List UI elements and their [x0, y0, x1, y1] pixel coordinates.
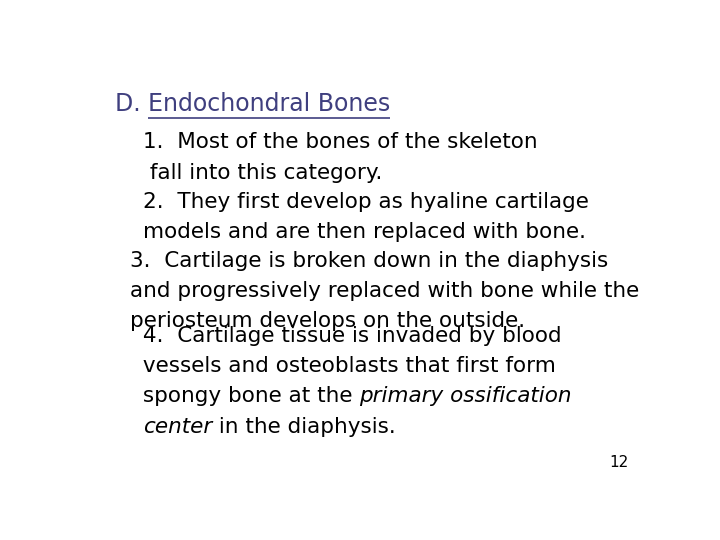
Text: spongy bone at the: spongy bone at the	[136, 386, 359, 406]
Text: 2.  They first develop as hyaline cartilage: 2. They first develop as hyaline cartila…	[143, 192, 589, 212]
Text: fall into this category.: fall into this category.	[143, 163, 382, 183]
Text: 3.  Cartilage is broken down in the diaphysis: 3. Cartilage is broken down in the diaph…	[130, 251, 608, 271]
Text: vessels and osteoblasts that first form: vessels and osteoblasts that first form	[136, 356, 556, 376]
Text: primary ossification: primary ossification	[359, 386, 572, 406]
Text: models and are then replaced with bone.: models and are then replaced with bone.	[143, 222, 586, 242]
Text: in the diaphysis.: in the diaphysis.	[212, 416, 395, 436]
Text: Endochondral Bones: Endochondral Bones	[148, 92, 390, 116]
Text: 12: 12	[609, 455, 629, 470]
Text: D.: D.	[115, 92, 148, 116]
Text: 4.  Cartilage tissue is invaded by blood: 4. Cartilage tissue is invaded by blood	[136, 326, 562, 346]
Text: center: center	[143, 416, 212, 436]
Text: 1.  Most of the bones of the skeleton: 1. Most of the bones of the skeleton	[143, 132, 538, 152]
Text: and progressively replaced with bone while the: and progressively replaced with bone whi…	[130, 281, 639, 301]
Text: periosteum develops on the outside.: periosteum develops on the outside.	[130, 312, 526, 332]
